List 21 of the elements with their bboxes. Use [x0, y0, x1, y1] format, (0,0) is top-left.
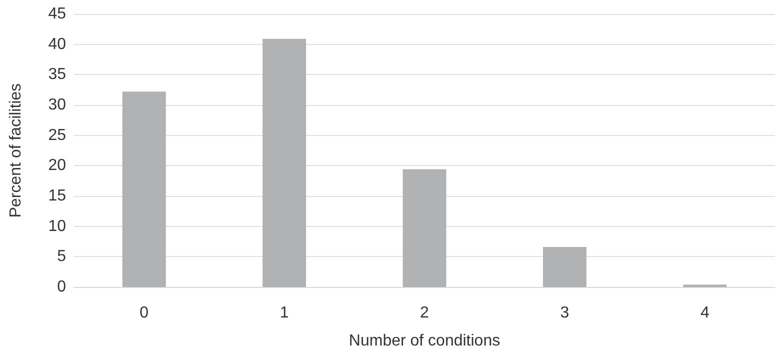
y-tick-label: 25	[48, 126, 66, 144]
y-tick-label: 0	[57, 278, 66, 296]
bar	[122, 92, 166, 287]
x-tick-label: 2	[420, 304, 430, 322]
x-tick-label: 4	[700, 304, 710, 322]
bar	[262, 38, 306, 287]
x-tick-label: 3	[560, 304, 570, 322]
y-axis-title: Percent of facilities	[8, 83, 24, 218]
y-tick-label: 30	[48, 96, 66, 114]
y-tick-label: 45	[48, 6, 66, 22]
bar	[402, 169, 446, 287]
y-tick-label: 10	[48, 218, 66, 235]
x-tick-label: 0	[140, 304, 149, 322]
y-tick-label: 35	[48, 66, 66, 84]
bar	[542, 246, 586, 287]
y-tick-label: 15	[48, 188, 66, 204]
y-tick-label: 20	[48, 157, 66, 174]
y-tick-label: 5	[57, 248, 66, 266]
x-axis-title: Number of conditions	[348, 332, 500, 350]
x-tick-label: 1	[280, 304, 289, 322]
y-tick-label: 40	[48, 36, 66, 53]
